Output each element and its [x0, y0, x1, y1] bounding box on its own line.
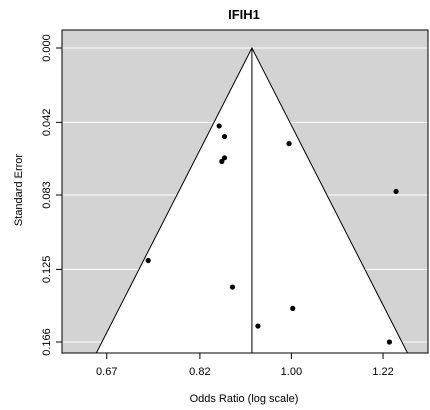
plot-border [61, 29, 429, 354]
y-tick-label: 0.042 [41, 109, 53, 137]
x-axis-title: Odds Ratio (log scale) [190, 393, 299, 405]
chart-title: IFIH1 [228, 7, 260, 22]
data-point [229, 284, 236, 290]
x-tick-label: 0.67 [96, 366, 117, 378]
y-tick-label: 0.166 [41, 328, 53, 356]
y-tick-label: 0.000 [41, 34, 53, 62]
x-tick-label: 0.82 [189, 366, 210, 378]
data-point [221, 155, 228, 161]
y-axis: 0.000 0.042 0.083 0.125 0.166 [41, 34, 62, 356]
data-point [255, 323, 261, 329]
data-point [219, 158, 225, 164]
x-tick-label: 1.22 [372, 366, 393, 378]
study-points [145, 123, 399, 345]
data-point [290, 305, 296, 311]
data-point [393, 188, 399, 195]
x-axis: 0.67 0.82 1.00 1.22 [96, 353, 394, 378]
y-axis-title: Standard Error [13, 154, 25, 226]
data-point [386, 339, 393, 345]
y-tick-label: 0.125 [41, 256, 53, 284]
data-point [216, 123, 222, 129]
x-tick-label: 1.00 [281, 366, 302, 378]
y-tick-label: 0.083 [41, 181, 53, 209]
data-point [286, 141, 292, 147]
data-point [145, 257, 151, 264]
data-point [221, 133, 228, 140]
